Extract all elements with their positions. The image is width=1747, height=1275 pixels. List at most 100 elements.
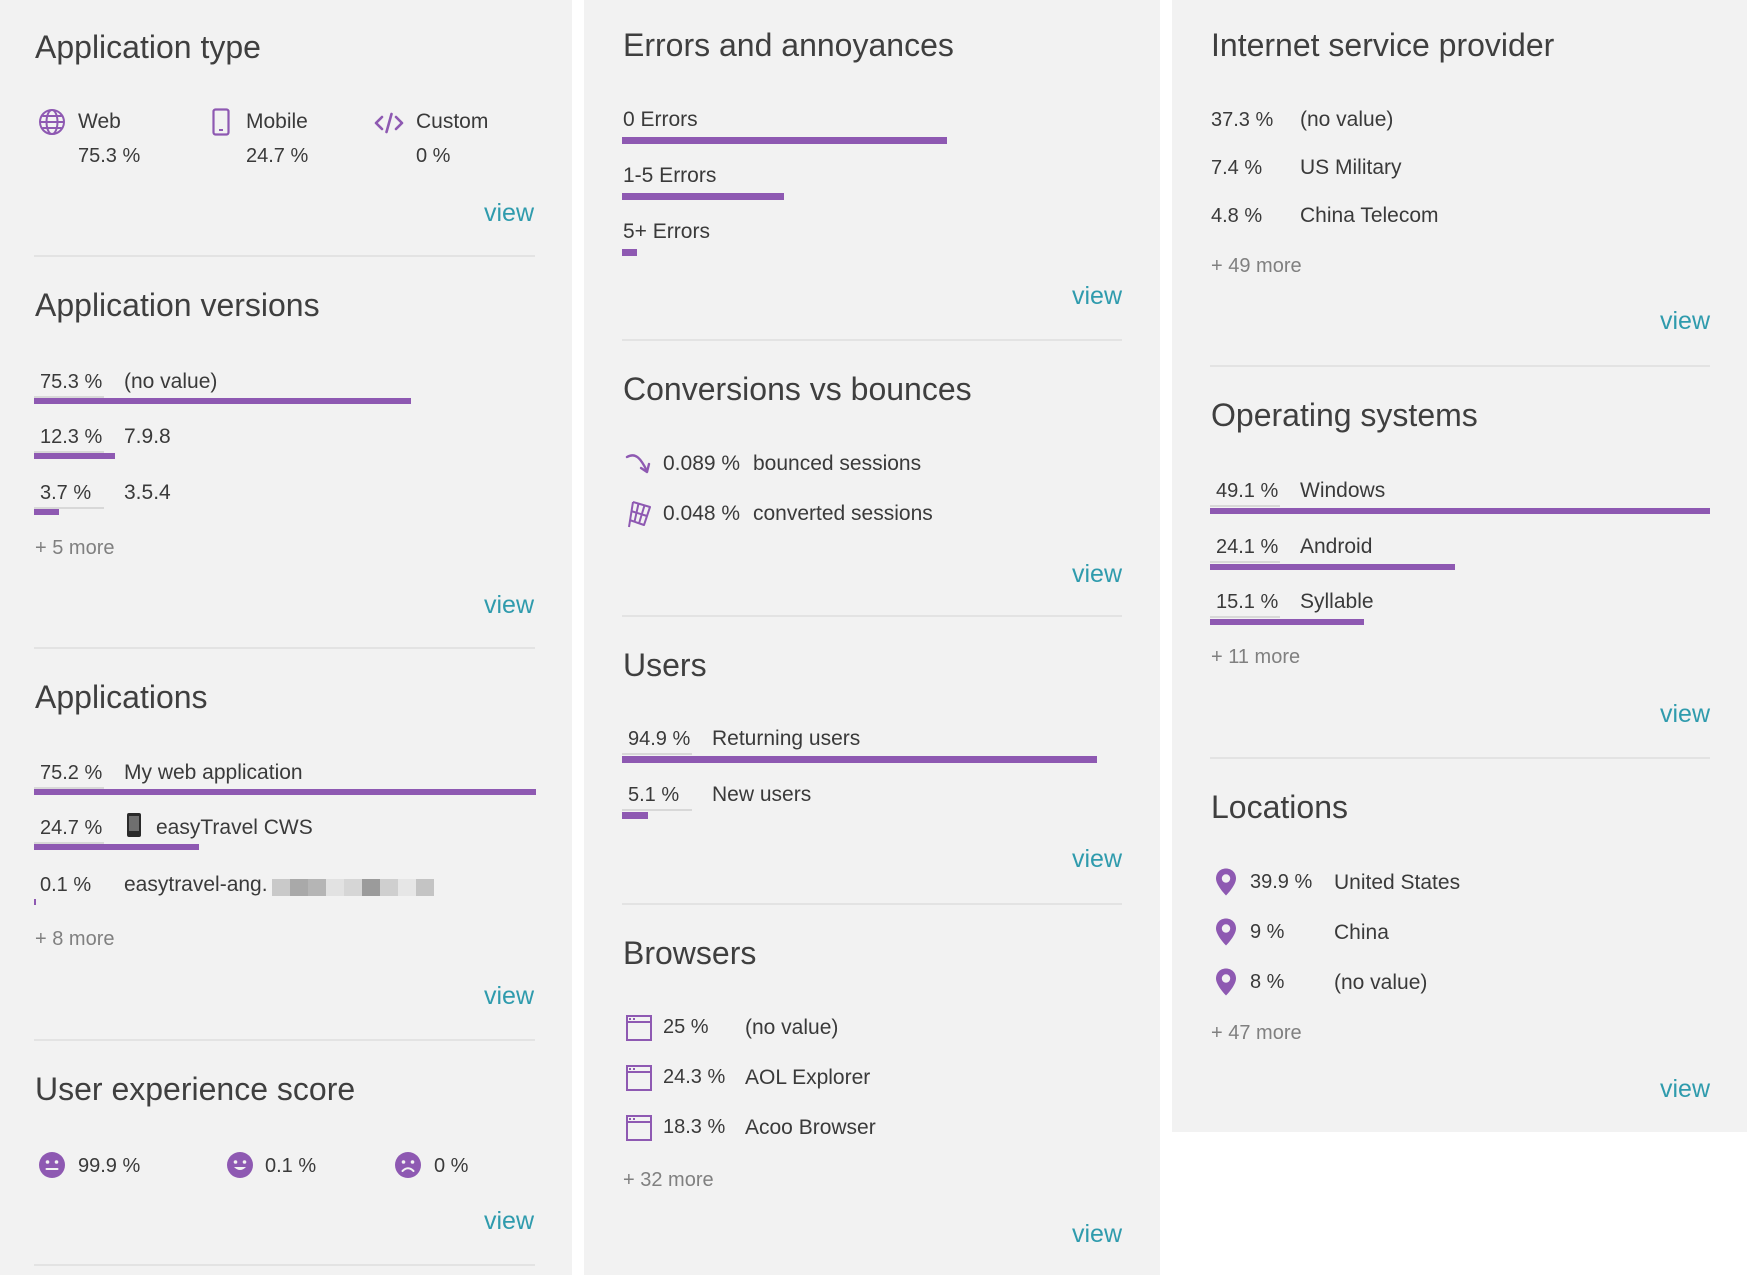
os-row-label: Android [1300,535,1373,558]
version-row-pct: 12.3 % [40,426,103,448]
browser-row-pct: 25 % [663,1016,709,1038]
isp-row-label: (no value) [1300,108,1394,131]
application-versions-view-link[interactable]: view [483,591,534,619]
isp-row-pct: 7.4 % [1211,157,1263,179]
row-underline [34,787,104,789]
app-type-web-value: 75.3 % [78,145,141,167]
application-type-title: Application type [35,29,261,65]
error-row-label: 0 Errors [623,108,698,131]
row-underline [34,396,104,398]
bounce-arrow-icon [624,451,654,477]
divider [1210,757,1710,759]
users-row-pct: 5.1 % [628,784,680,806]
row-underline [34,842,104,844]
bounced-sessions-label: bounced sessions [753,452,922,475]
conversions-title: Conversions vs bounces [623,371,972,407]
app-type-custom-value: 0 % [416,145,451,167]
location-pin-icon [1214,967,1238,997]
os-row-pct: 24.1 % [1216,536,1279,558]
os-row-label: Windows [1300,479,1386,502]
browser-window-icon [625,1064,653,1092]
user-experience-view-link[interactable]: view [483,1207,534,1235]
application-share-bar [34,844,199,850]
conversions-view-link[interactable]: view [1071,560,1122,588]
row-underline [1210,505,1280,507]
version-share-bar [34,398,411,404]
satisfied-face-icon [38,1151,66,1179]
version-row-label: (no value) [124,370,218,393]
row-underline [622,809,692,811]
errors-bar [622,137,947,144]
locations-more[interactable]: + 47 more [1211,1022,1302,1044]
isp-view-link[interactable]: view [1659,307,1710,335]
os-share-bar [1210,619,1364,625]
application-row-pct: 75.2 % [40,762,103,784]
code-icon [374,112,404,134]
application-type-view-link[interactable]: view [483,199,534,227]
browsers-more[interactable]: + 32 more [623,1169,714,1191]
location-row-pct: 9 % [1250,921,1285,943]
operating-systems-view-link[interactable]: view [1659,700,1710,728]
app-type-web-label: Web [78,110,121,133]
divider [34,1264,535,1266]
browsers-title: Browsers [623,935,757,971]
tolerating-face-icon [226,1151,254,1179]
errors-bar [622,193,784,200]
app-type-mobile-label: Mobile [246,110,308,133]
row-underline [34,451,104,453]
users-row-label: Returning users [712,727,861,750]
location-pin-icon [1214,867,1238,897]
errors-title: Errors and annoyances [623,27,954,63]
os-row-pct: 49.1 % [1216,480,1279,502]
left-column [0,0,572,1275]
os-row-label: Syllable [1300,590,1374,613]
users-row-label: New users [712,783,812,806]
browser-window-icon [625,1014,653,1042]
app-type-custom-label: Custom [416,110,489,133]
users-share-bar [622,756,1097,763]
operating-systems-more[interactable]: + 11 more [1211,646,1301,668]
location-row-label: China [1334,921,1389,944]
user-experience-score-title: User experience score [35,1071,356,1107]
applications-more[interactable]: + 8 more [35,928,115,950]
middle-column [584,0,1160,1275]
errors-view-link[interactable]: view [1071,282,1122,310]
browsers-view-link[interactable]: view [1071,1220,1122,1248]
users-view-link[interactable]: view [1071,845,1122,873]
browser-row-label: AOL Explorer [745,1066,871,1089]
applications-view-link[interactable]: view [483,982,534,1010]
users-row-pct: 94.9 % [628,728,691,750]
application-row-label: My web application [124,761,303,784]
mobile-app-icon [127,813,141,837]
version-row-pct: 75.3 % [40,371,103,393]
users-share-bar [622,812,648,819]
version-row-pct: 3.7 % [40,482,92,504]
applications-title: Applications [35,679,208,715]
application-row-pct: 0.1 % [40,874,92,896]
divider [622,615,1122,617]
isp-row-label: China Telecom [1300,204,1439,227]
locations-title: Locations [1211,789,1348,825]
users-title: Users [623,647,707,683]
os-share-bar [1210,564,1455,570]
row-underline [1210,616,1280,618]
converted-sessions-pct: 0.048 % [663,502,741,525]
row-underline [622,753,692,755]
row-underline [34,507,104,509]
isp-more[interactable]: + 49 more [1211,255,1302,277]
converted-sessions-label: converted sessions [753,502,933,525]
divider [622,339,1122,341]
ux-satisfied-value: 99.9 % [78,1155,141,1177]
location-pin-icon [1214,917,1238,947]
browser-row-pct: 24.3 % [663,1066,726,1088]
browser-row-pct: 18.3 % [663,1116,726,1138]
locations-view-link[interactable]: view [1659,1075,1710,1103]
location-row-pct: 8 % [1250,971,1285,993]
application-share-bar [34,789,536,795]
divider [1210,365,1710,367]
redacted-text [272,879,434,896]
application-versions-more[interactable]: + 5 more [35,537,115,559]
browser-row-label: (no value) [745,1016,839,1039]
browser-row-label: Acoo Browser [745,1116,876,1139]
browser-window-icon [625,1114,653,1142]
